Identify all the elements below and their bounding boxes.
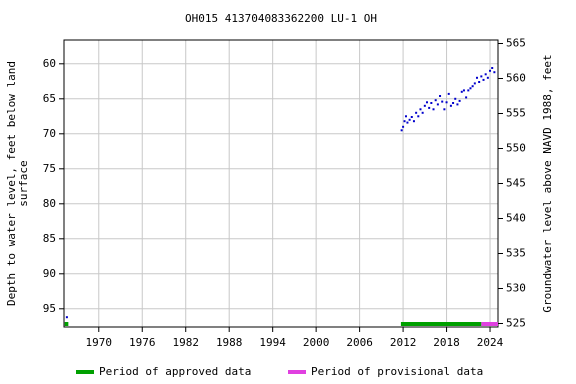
data-point <box>447 92 450 95</box>
data-point <box>404 115 407 118</box>
x-tick-label: 1976 <box>129 336 156 349</box>
x-tick-label: 2000 <box>303 336 330 349</box>
y2-axis-label: Groundwater level above NAVD 1988, feet <box>541 54 554 312</box>
data-point <box>408 118 411 121</box>
x-tick-label: 1994 <box>259 336 286 349</box>
x-tick-label: 2006 <box>346 336 373 349</box>
data-point <box>469 87 472 90</box>
data-point <box>458 99 461 102</box>
data-point <box>454 97 457 100</box>
y-axis-label: Depth to water level, feet below land <box>5 61 18 306</box>
data-point <box>400 129 403 132</box>
data-point <box>486 76 489 79</box>
y-tick-label: 80 <box>43 197 56 210</box>
data-point <box>443 108 446 111</box>
period-bar <box>481 322 498 326</box>
data-point <box>439 95 442 97</box>
y-tick-label: 60 <box>43 57 56 70</box>
data-point <box>445 101 448 104</box>
data-point <box>415 111 418 114</box>
data-point <box>425 101 428 104</box>
x-tick-label: 1988 <box>216 336 243 349</box>
data-point <box>434 99 437 102</box>
plot-frame <box>63 39 499 328</box>
y-tick-label: 75 <box>43 162 56 175</box>
data-point <box>441 100 444 103</box>
x-tick-label: 2024 <box>477 336 504 349</box>
data-point <box>460 90 463 93</box>
y2-tick-label: 530 <box>506 282 526 295</box>
data-point <box>484 73 487 76</box>
data-point <box>465 96 468 99</box>
plot-area <box>64 40 498 327</box>
data-point <box>402 125 405 128</box>
chart-title: OH015 413704083362200 LU-1 OH <box>185 12 377 25</box>
data-point <box>491 67 494 69</box>
data-point <box>403 120 406 123</box>
y-tick-label: 95 <box>43 302 56 315</box>
x-tick-label: 2018 <box>433 336 460 349</box>
period-bar <box>64 322 69 326</box>
data-point <box>480 75 483 78</box>
y2-tick-label: 525 <box>506 317 526 330</box>
x-tick-label: 1970 <box>86 336 113 349</box>
data-point <box>432 108 435 111</box>
data-point <box>449 104 452 107</box>
data-point <box>467 89 470 92</box>
data-point <box>493 71 496 74</box>
data-point <box>471 85 474 88</box>
data-point <box>421 111 424 114</box>
data-point <box>475 76 478 79</box>
data-point <box>462 89 465 92</box>
data-point <box>406 121 409 124</box>
legend-label: Period of approved data <box>99 365 251 378</box>
data-point <box>417 115 420 118</box>
x-tick-label: 1982 <box>172 336 199 349</box>
data-point <box>423 104 426 107</box>
data-point <box>436 103 439 106</box>
y-tick-label: 65 <box>43 92 56 105</box>
data-point <box>428 106 431 109</box>
x-tick-label: 2012 <box>390 336 417 349</box>
y2-tick-label: 555 <box>506 107 526 120</box>
y-axis-label: surface <box>17 160 30 206</box>
y-tick-label: 90 <box>43 267 56 280</box>
y2-tick-label: 540 <box>506 212 526 225</box>
data-point <box>489 69 492 72</box>
data-point <box>482 78 485 81</box>
data-point <box>410 116 413 118</box>
data-point <box>430 102 433 104</box>
data-point <box>452 102 455 104</box>
data-point <box>65 316 68 319</box>
period-bar <box>400 322 482 326</box>
y2-tick-label: 565 <box>506 37 526 50</box>
y2-tick-label: 535 <box>506 247 526 260</box>
data-point <box>473 82 476 85</box>
data-point <box>456 103 459 106</box>
data-point <box>478 81 481 83</box>
data-point <box>412 120 415 123</box>
y-tick-label: 70 <box>43 127 56 140</box>
data-point <box>419 108 422 111</box>
legend-label: Period of provisional data <box>311 365 483 378</box>
y2-tick-label: 560 <box>506 72 526 85</box>
y2-tick-label: 550 <box>506 142 526 155</box>
y-tick-label: 85 <box>43 232 56 245</box>
y2-tick-label: 545 <box>506 177 526 190</box>
